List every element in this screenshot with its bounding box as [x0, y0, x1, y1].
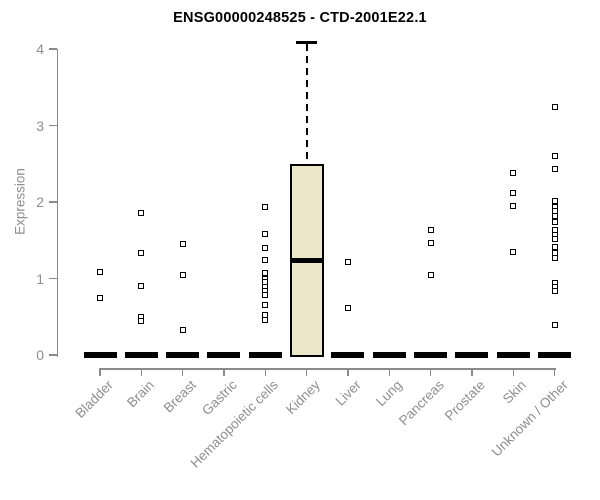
- collapsed-boxplot-bar: [496, 352, 530, 358]
- x-tick-mark: [347, 369, 349, 376]
- collapsed-boxplot-bar: [207, 352, 241, 358]
- outlier-point: [551, 104, 558, 111]
- collapsed-boxplot-bar: [538, 352, 572, 358]
- collapsed-boxplot-bar: [83, 352, 117, 358]
- chart-title: ENSG00000248525 - CTD-2001E22.1: [173, 10, 427, 26]
- x-tick-mark: [305, 369, 308, 376]
- outlier-point: [344, 259, 351, 266]
- outlier-point: [262, 231, 269, 238]
- outlier-point: [179, 272, 186, 279]
- y-tick-mark: [49, 277, 57, 280]
- collapsed-boxplot-bar: [372, 352, 406, 358]
- outlier-point: [97, 294, 103, 301]
- outlier-point: [510, 202, 517, 209]
- outlier-point: [427, 226, 434, 233]
- y-tick-label: 3: [36, 117, 44, 134]
- x-tick-mark: [471, 369, 473, 376]
- outlier-point: [427, 272, 434, 279]
- y-tick-label: 0: [36, 347, 44, 363]
- outlier-point: [262, 244, 269, 251]
- outlier-point: [262, 316, 269, 323]
- outlier-point: [551, 244, 558, 251]
- x-tick-mark: [429, 369, 432, 376]
- outlier-point: [262, 292, 269, 299]
- outlier-point: [138, 283, 145, 290]
- outlier-point: [551, 322, 558, 329]
- x-tick-mark: [223, 369, 225, 376]
- x-tick-mark: [181, 369, 184, 376]
- collapsed-boxplot-bar: [455, 352, 489, 358]
- y-tick-mark: [49, 201, 57, 203]
- collapsed-boxplot-bar: [414, 352, 448, 358]
- y-tick-mark: [49, 354, 57, 356]
- whisker-cap: [296, 41, 318, 44]
- outlier-point: [179, 241, 186, 248]
- collapsed-boxplot-bar: [124, 352, 158, 358]
- collapsed-boxplot-bar: [248, 352, 282, 358]
- outlier-point: [97, 269, 103, 276]
- outlier-point: [551, 166, 558, 173]
- outlier-point: [510, 189, 517, 196]
- x-axis-line: [98, 368, 557, 370]
- outlier-point: [344, 305, 351, 312]
- outlier-point: [138, 250, 145, 257]
- collapsed-boxplot-bar: [166, 352, 200, 358]
- outlier-point: [551, 236, 558, 243]
- outlier-point: [551, 212, 558, 219]
- x-tick-mark: [553, 369, 556, 376]
- x-tick-mark: [264, 369, 267, 376]
- outlier-point: [138, 210, 145, 217]
- y-tick-mark: [49, 48, 57, 50]
- outlier-point: [551, 153, 558, 160]
- outlier-point: [551, 287, 558, 294]
- x-tick-mark: [140, 369, 143, 376]
- outlier-point: [427, 239, 434, 246]
- outlier-point: [138, 318, 145, 325]
- y-axis-line: [56, 49, 58, 357]
- outlier-point: [262, 257, 269, 264]
- x-tick-mark: [512, 369, 515, 376]
- outlier-point: [551, 254, 558, 261]
- outlier-point: [179, 326, 186, 333]
- outlier-point: [262, 301, 269, 308]
- y-tick-label: 4: [36, 41, 44, 57]
- outlier-point: [510, 248, 517, 255]
- x-tick-mark: [99, 369, 101, 376]
- outlier-point: [262, 204, 269, 211]
- y-tick-label: 1: [36, 270, 44, 287]
- boxplot-median: [291, 258, 322, 264]
- x-tick-mark: [388, 369, 391, 376]
- y-tick-mark: [49, 124, 57, 127]
- outlier-point: [510, 169, 517, 176]
- whisker-line: [306, 43, 309, 164]
- collapsed-boxplot-bar: [331, 352, 365, 358]
- outlier-point: [551, 218, 558, 225]
- y-tick-label: 2: [36, 194, 44, 210]
